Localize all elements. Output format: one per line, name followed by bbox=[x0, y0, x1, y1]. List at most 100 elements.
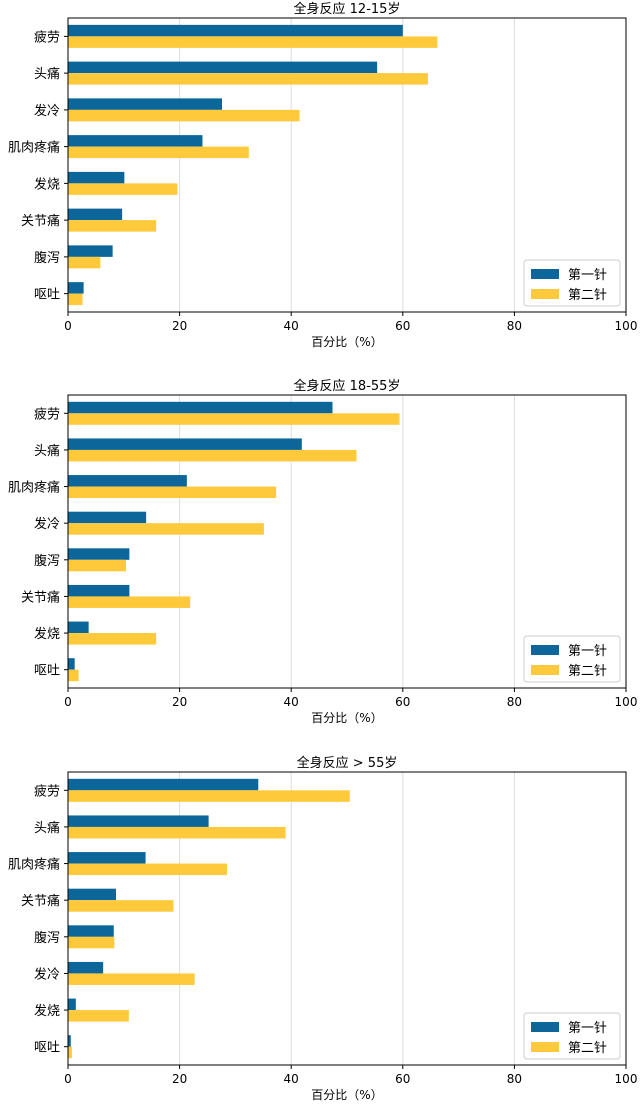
y-tick-label: 疲劳 bbox=[34, 29, 60, 45]
x-tick-label: 60 bbox=[395, 1072, 410, 1086]
bar-dose2 bbox=[68, 109, 300, 122]
bar-dose1 bbox=[68, 584, 130, 597]
y-tick-label: 头痛 bbox=[34, 66, 60, 82]
plot-frame bbox=[67, 394, 627, 689]
bar-dose1 bbox=[68, 888, 116, 901]
bar-dose2 bbox=[68, 183, 178, 195]
y-tick-label: 头痛 bbox=[34, 820, 60, 836]
y-tick-label: 发冷 bbox=[34, 966, 60, 982]
bar-dose2 bbox=[68, 973, 195, 985]
legend-swatch-2 bbox=[531, 289, 559, 299]
bar-dose1 bbox=[68, 135, 203, 147]
y-tick-label: 发烧 bbox=[34, 176, 60, 192]
chart-title: 全身反应 18-55岁 bbox=[294, 378, 401, 394]
bar-dose1 bbox=[68, 98, 223, 110]
bar-dose1 bbox=[68, 852, 146, 864]
bar-dose1 bbox=[68, 171, 125, 184]
x-axis-label: 百分比（%） bbox=[311, 335, 382, 349]
bar-dose1 bbox=[68, 24, 403, 37]
y-tick-label: 头痛 bbox=[34, 443, 60, 459]
x-tick-label: 20 bbox=[172, 695, 187, 709]
bar-dose1 bbox=[68, 1035, 71, 1047]
x-tick-label: 40 bbox=[284, 319, 299, 333]
x-tick-label: 80 bbox=[507, 695, 522, 709]
bar-dose2 bbox=[68, 559, 127, 572]
y-tick-label: 呕吐 bbox=[34, 664, 60, 679]
bar-dose1 bbox=[68, 208, 123, 221]
y-tick-label: 呕吐 bbox=[34, 288, 60, 303]
legend-swatch-1 bbox=[531, 645, 559, 655]
x-tick-label: 80 bbox=[507, 1072, 522, 1086]
bar-dose2 bbox=[68, 669, 79, 682]
x-tick-label: 100 bbox=[615, 1072, 638, 1086]
y-tick-label: 腹泻 bbox=[34, 930, 60, 946]
bar-dose2 bbox=[68, 826, 286, 839]
bar-dose2 bbox=[68, 413, 400, 425]
y-tick-label: 发冷 bbox=[34, 103, 60, 119]
chart-title: 全身反应 > 55岁 bbox=[297, 755, 398, 771]
y-tick-label: 呕吐 bbox=[34, 1041, 60, 1056]
x-tick-label: 60 bbox=[395, 695, 410, 709]
bar-dose1 bbox=[68, 778, 259, 791]
bar-dose2 bbox=[68, 146, 249, 159]
y-tick-label: 发烧 bbox=[34, 626, 60, 642]
x-tick-label: 80 bbox=[507, 319, 522, 333]
y-tick-label: 关节痛 bbox=[21, 893, 60, 909]
plot-frame bbox=[67, 771, 627, 1066]
legend-swatch-2 bbox=[531, 665, 559, 675]
bar-dose2 bbox=[68, 36, 438, 48]
bar-dose2 bbox=[68, 523, 264, 535]
bar-dose1 bbox=[68, 401, 333, 414]
bar-dose1 bbox=[68, 438, 302, 450]
y-tick-label: 疲劳 bbox=[34, 783, 60, 799]
bar-dose2 bbox=[68, 790, 350, 802]
x-tick-label: 40 bbox=[284, 695, 299, 709]
x-tick-label: 0 bbox=[64, 319, 72, 333]
bar-dose1 bbox=[68, 925, 114, 937]
x-axis-label: 百分比（%） bbox=[311, 1088, 382, 1102]
legend-label-1: 第一针 bbox=[568, 644, 607, 659]
bar-dose2 bbox=[68, 900, 174, 912]
y-tick-label: 腹泻 bbox=[34, 250, 60, 266]
legend-label-1: 第一针 bbox=[568, 1021, 607, 1036]
y-tick-label: 关节痛 bbox=[21, 589, 60, 605]
bar-dose1 bbox=[68, 621, 89, 634]
bar-dose2 bbox=[68, 936, 115, 949]
y-tick-label: 发冷 bbox=[34, 516, 60, 532]
bar-dose2 bbox=[68, 293, 83, 306]
x-axis-label: 百分比（%） bbox=[311, 711, 382, 725]
bar-dose2 bbox=[68, 633, 157, 645]
bar-dose2 bbox=[68, 863, 228, 876]
legend-swatch-1 bbox=[531, 1022, 559, 1032]
x-tick-label: 100 bbox=[615, 695, 638, 709]
bar-dose1 bbox=[68, 61, 378, 74]
bar-dose1 bbox=[68, 282, 84, 294]
y-tick-label: 关节痛 bbox=[21, 213, 60, 229]
x-tick-label: 60 bbox=[395, 319, 410, 333]
legend-label-2: 第二针 bbox=[568, 664, 607, 679]
legend-label-2: 第二针 bbox=[568, 1041, 607, 1056]
x-tick-label: 20 bbox=[172, 319, 187, 333]
x-tick-label: 100 bbox=[615, 319, 638, 333]
bar-dose2 bbox=[68, 1010, 129, 1022]
bar-dose2 bbox=[68, 486, 277, 499]
y-tick-label: 肌肉疼痛 bbox=[8, 140, 60, 156]
x-tick-label: 20 bbox=[172, 1072, 187, 1086]
bar-dose1 bbox=[68, 998, 76, 1011]
y-tick-label: 发烧 bbox=[34, 1003, 60, 1019]
legend-swatch-2 bbox=[531, 1042, 559, 1052]
bar-dose1 bbox=[68, 548, 130, 560]
legend-label-1: 第一针 bbox=[568, 268, 607, 283]
x-tick-label: 0 bbox=[64, 1072, 72, 1086]
bar-dose2 bbox=[68, 449, 357, 462]
legend-swatch-1 bbox=[531, 269, 559, 279]
bar-dose2 bbox=[68, 596, 191, 608]
y-tick-label: 疲劳 bbox=[34, 406, 60, 422]
bar-dose1 bbox=[68, 511, 147, 524]
bar-dose1 bbox=[68, 961, 104, 974]
bar-dose2 bbox=[68, 1046, 72, 1059]
